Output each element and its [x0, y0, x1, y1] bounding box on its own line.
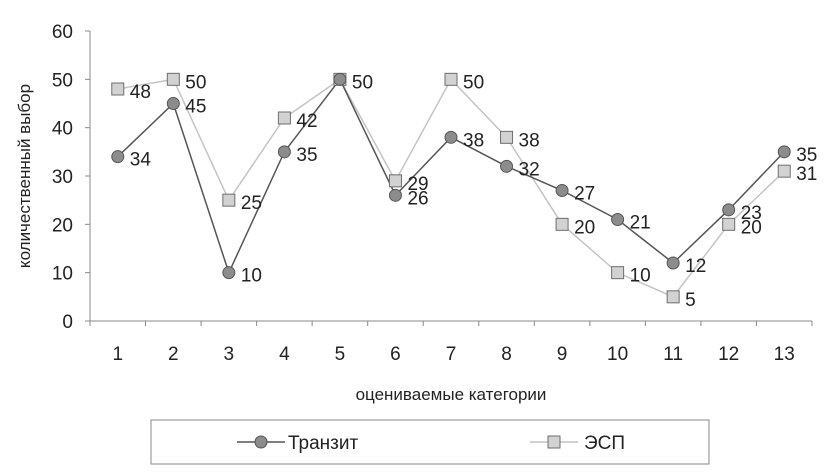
y-tick-label: 60 [52, 22, 73, 43]
data-label-esp: 50 [463, 72, 484, 93]
x-tick-label: 6 [390, 344, 401, 365]
data-point-esp [388, 174, 402, 188]
data-point-esp [166, 72, 180, 86]
data-point-esp [666, 290, 680, 304]
data-point-transit [444, 130, 458, 144]
x-tick-label: 7 [446, 344, 457, 365]
legend-box [150, 419, 710, 465]
data-label-transit: 10 [241, 266, 262, 287]
data-label-transit: 26 [407, 188, 428, 209]
data-label-transit: 35 [796, 145, 817, 166]
data-label-transit: 27 [574, 184, 595, 205]
data-label-transit: 50 [352, 72, 373, 93]
x-axis-title: оцениваемые категории [356, 385, 547, 404]
data-point-esp [555, 217, 569, 231]
data-label-transit: 32 [519, 159, 540, 180]
y-tick-label: 40 [52, 119, 73, 140]
y-tick-label: 20 [52, 215, 73, 236]
data-point-esp [611, 266, 625, 280]
y-tick-label: 50 [52, 70, 73, 91]
data-point-transit [777, 145, 791, 159]
x-tick-label: 13 [774, 344, 795, 365]
x-tick-label: 5 [335, 344, 346, 365]
data-label-esp: 10 [630, 266, 651, 287]
legend-marker-esp [547, 435, 561, 449]
labels-layer: 34 45 10 35 50 26 38 32 27 21 12 23 35 48 50 25 42 29 50 38… [130, 72, 818, 311]
data-label-transit: 34 [130, 150, 152, 171]
x-tick-label: 11 [663, 344, 683, 365]
x-tick-label: 4 [279, 344, 290, 365]
x-tick-label: 8 [501, 344, 512, 365]
data-label-esp: 42 [296, 111, 317, 132]
y-tick-label: 0 [62, 312, 73, 333]
data-point-transit [166, 97, 180, 110]
data-label-transit: 38 [463, 130, 484, 151]
data-label-esp: 50 [185, 72, 206, 93]
data-label-esp: 38 [519, 130, 540, 151]
data-label-esp: 5 [685, 290, 696, 311]
data-point-transit [388, 188, 402, 202]
data-label-esp: 20 [741, 217, 762, 238]
legend-marker-transit [254, 435, 268, 449]
x-tick-label: 9 [557, 344, 568, 365]
data-point-transit [666, 256, 680, 270]
data-point-esp [777, 164, 791, 178]
data-label-transit: 45 [185, 97, 206, 118]
series-layer [111, 72, 791, 304]
data-label-transit: 21 [630, 213, 651, 234]
data-label-esp: 48 [130, 82, 151, 103]
data-point-transit [611, 213, 625, 226]
data-point-transit [333, 72, 347, 86]
legend-label-transit: Транзит [288, 433, 358, 454]
data-point-esp [722, 217, 736, 231]
data-point-esp [277, 111, 291, 125]
data-point-esp [500, 130, 514, 144]
data-label-transit: 35 [296, 145, 317, 166]
data-point-transit [222, 266, 236, 280]
x-tick-label: 3 [224, 344, 235, 365]
data-label-esp: 29 [407, 174, 428, 195]
data-point-transit [500, 159, 514, 173]
data-label-esp: 20 [574, 217, 595, 238]
y-axis-title: количественный выбор [15, 84, 34, 268]
data-label-transit: 12 [685, 256, 706, 277]
legend-entry-esp: ЭСП [530, 433, 625, 454]
x-tick-label: 2 [168, 344, 179, 365]
y-tick-label: 30 [52, 167, 73, 188]
legend-label-esp: ЭСП [584, 433, 625, 454]
data-point-transit [111, 150, 125, 164]
y-tick-label: 10 [52, 264, 73, 285]
data-point-transit [555, 184, 569, 197]
data-point-esp [222, 193, 236, 207]
data-label-transit: 23 [741, 203, 762, 224]
data-point-transit [722, 203, 736, 217]
legend: Транзит ЭСП [150, 419, 710, 465]
data-label-esp: 25 [241, 193, 262, 214]
legend-entry-transit: Транзит [237, 433, 358, 454]
x-tick-label: 12 [718, 344, 739, 365]
data-point-esp [444, 72, 458, 86]
x-tick-label: 10 [607, 344, 628, 365]
data-point-esp [111, 82, 125, 96]
data-point-transit [277, 145, 291, 159]
x-tick-label: 1 [112, 344, 123, 365]
data-label-esp: 31 [796, 164, 817, 185]
